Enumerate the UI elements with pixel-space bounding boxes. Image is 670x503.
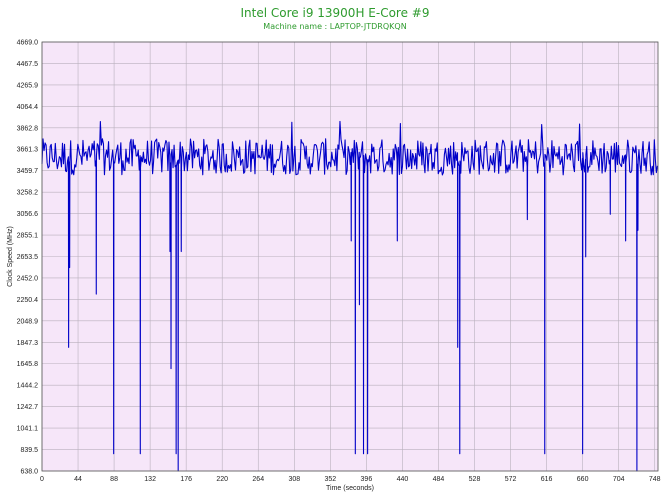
y-tick-label: 1645.8 [17,361,39,368]
x-tick-label: 352 [324,476,336,483]
x-tick-label: 396 [361,476,373,483]
x-tick-label: 704 [613,476,625,483]
chart-title: Intel Core i9 13900H E-Core #9 [240,6,430,20]
x-axis-label: Time (seconds) [326,485,374,492]
y-tick-label: 3258.2 [17,190,39,197]
y-tick-label: 4265.9 [17,82,39,89]
x-tick-label: 440 [397,476,409,483]
plot-border [41,41,659,472]
x-tick-label: 0 [40,476,44,483]
y-tick-label: 638.0 [20,469,38,476]
y-tick-label: 4467.5 [17,61,39,68]
y-tick-label: 839.5 [20,447,38,454]
y-tick-label: 3459.7 [17,168,39,175]
y-tick-label: 2452.0 [17,275,39,282]
x-tick-label: 660 [577,476,589,483]
y-tick-label: 3661.3 [17,147,39,154]
y-tick-label: 3056.6 [17,211,39,218]
y-axis-ticks: 4669.0 4467.5 4265.9 4064.4 3862.8 3661.3 3459… [17,40,39,476]
x-tick-label: 132 [144,476,156,483]
series-line [41,120,658,472]
chart-subtitle: Machine name : LAPTOP-JTDRQKQN [263,22,407,31]
x-tick-label: 264 [252,476,264,483]
y-tick-label: 2048.9 [17,318,39,325]
x-tick-label: 528 [469,476,481,483]
grid-lines [41,41,658,472]
x-tick-label: 484 [433,476,445,483]
y-tick-label: 1242.7 [17,404,39,411]
x-tick-label: 572 [505,476,517,483]
y-tick-label: 3862.8 [17,125,39,132]
x-axis-ticks: 0 44 88 132 176 220 264 308 352 396 440 484 528 572 61… [40,476,661,483]
y-tick-label: 2653.5 [17,254,39,261]
y-tick-label: 4064.4 [17,104,39,111]
x-tick-label: 616 [541,476,553,483]
x-tick-label: 44 [74,476,82,483]
y-tick-label: 4669.0 [17,40,39,47]
x-tick-label: 176 [180,476,192,483]
y-tick-label: 1041.1 [17,426,39,433]
y-axis-label: Clock Speed (MHz) [7,226,14,287]
x-tick-label: 220 [216,476,228,483]
y-tick-label: 1847.3 [17,340,39,347]
x-tick-label: 748 [649,476,661,483]
y-tick-label: 2250.4 [17,297,39,304]
y-tick-label: 2855.1 [17,233,39,240]
y-tick-label: 1444.2 [17,383,39,390]
x-tick-label: 308 [288,476,300,483]
x-tick-label: 88 [110,476,118,483]
